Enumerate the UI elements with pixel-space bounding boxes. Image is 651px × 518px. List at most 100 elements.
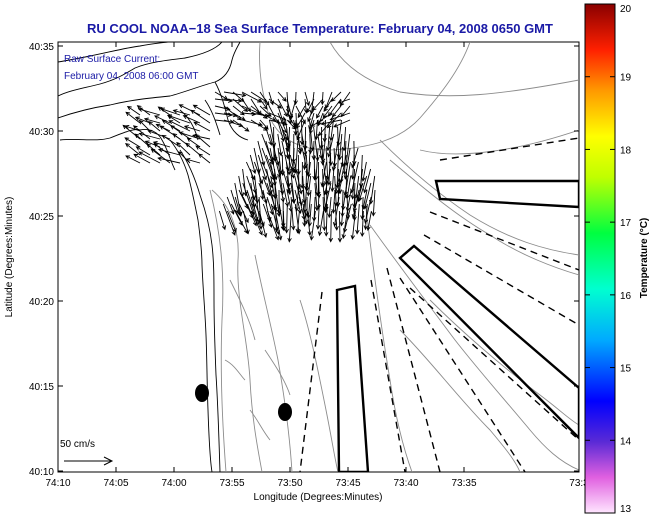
current-vector [258, 168, 265, 201]
current-vector [337, 210, 343, 243]
current-vector [259, 119, 269, 130]
current-vector [230, 203, 243, 226]
current-vector [323, 98, 333, 113]
current-vector [339, 154, 347, 184]
current-vector [242, 210, 250, 235]
current-vector [133, 153, 151, 164]
y-tick-label: 40:15 [29, 382, 54, 393]
x-tick-label: 73:55 [219, 478, 244, 489]
current-vector [290, 182, 296, 205]
colorbar-label: Temperature (°C) [639, 218, 650, 299]
current-vector [232, 98, 249, 113]
current-vector [290, 196, 296, 231]
current-vector [319, 126, 324, 150]
colorbar-tick-label: 13 [620, 504, 632, 515]
current-vector [226, 196, 235, 215]
colorbar-tick-label: 20 [620, 4, 632, 15]
current-vector [254, 175, 260, 205]
x-axis-ticks: 74:10 74:05 74:00 73:55 73:50 73:45 73:40 73:35… [45, 42, 589, 489]
current-vector [322, 105, 333, 119]
current-vector [329, 112, 351, 121]
current-vector [327, 98, 342, 117]
current-vector [308, 119, 315, 135]
current-vector [322, 196, 327, 232]
current-vector [250, 196, 261, 226]
colorbar-tick-label: 17 [620, 218, 632, 229]
current-vector [316, 105, 324, 119]
current-vector [360, 210, 365, 238]
current-vector [198, 153, 211, 164]
current-vector [138, 132, 161, 140]
current-vector [176, 141, 191, 156]
current-vector [342, 140, 347, 176]
current-vector [134, 116, 151, 124]
current-vector [138, 119, 151, 132]
current-vector [122, 124, 141, 140]
current-vector [293, 119, 298, 136]
x-tick-label: 73:40 [393, 478, 418, 489]
current-vector [277, 91, 287, 102]
shipping-lanes-dashed [299, 137, 579, 472]
current-vector [259, 98, 268, 110]
current-vector [333, 119, 351, 128]
scale-label: 50 cm/s [60, 439, 95, 450]
current-vector [341, 210, 348, 240]
y-axis-ticks: 40:35 40:30 40:25 40:20 40:15 40:10 [29, 42, 579, 478]
annotation-line2: February 04, 2008 06:00 GMT [64, 71, 199, 82]
current-vector [294, 189, 302, 214]
current-vector [190, 109, 211, 124]
current-vector [194, 133, 211, 148]
current-vector [295, 105, 306, 125]
current-vector [147, 120, 161, 132]
current-vector [304, 196, 310, 217]
current-vector [320, 119, 342, 126]
current-vector [330, 91, 342, 102]
scale-arrow [64, 456, 114, 466]
colorbar-ticks: 20 19 18 17 16 15 14 13 [585, 3, 632, 515]
current-vector [178, 104, 201, 116]
current-vector [328, 119, 334, 142]
current-vector [161, 134, 181, 148]
x-tick-label: 73:3 [569, 478, 589, 489]
current-vector [192, 104, 211, 116]
x-tick-label: 73:50 [277, 478, 302, 489]
current-vector [363, 182, 372, 210]
map-frame [57, 41, 580, 473]
current-vector [277, 119, 289, 141]
current-vector [166, 114, 191, 124]
x-axis-label: Longitude (Degrees:Minutes) [254, 492, 383, 503]
current-vector [168, 120, 191, 132]
current-vector [137, 107, 161, 116]
current-vector [289, 154, 296, 174]
current-vector [355, 203, 360, 235]
coastline [58, 42, 249, 472]
current-vector [150, 148, 171, 164]
current-vector [172, 109, 191, 116]
colorbar [584, 3, 616, 514]
current-vector [182, 115, 201, 124]
current-vector [143, 117, 161, 124]
current-vector [360, 196, 365, 221]
y-tick-label: 40:30 [29, 127, 54, 138]
current-vector [330, 161, 335, 193]
current-vector [316, 189, 321, 210]
current-vector [306, 175, 312, 197]
current-vector [366, 210, 372, 232]
current-vector [295, 210, 301, 234]
y-axis-label: Latitude (Degrees:Minutes) [4, 197, 15, 318]
current-vector [268, 112, 287, 121]
current-vector [135, 146, 151, 156]
current-vector [183, 125, 201, 132]
current-vector [302, 189, 309, 225]
current-vector [320, 140, 325, 166]
current-vector [232, 119, 250, 132]
current-vector [358, 175, 368, 202]
annotation-line1: Raw Surface Current: [64, 54, 160, 65]
current-vector [350, 210, 356, 240]
colorbar-tick-label: 16 [620, 291, 632, 302]
current-vector [157, 148, 181, 156]
current-vector [274, 210, 283, 241]
current-vector [241, 111, 257, 117]
current-vector [317, 210, 324, 237]
current-vector [297, 126, 303, 155]
